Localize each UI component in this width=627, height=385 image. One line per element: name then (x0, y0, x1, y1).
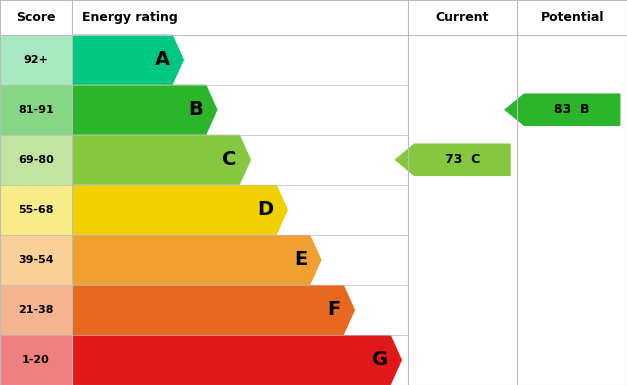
Polygon shape (0, 85, 72, 135)
Polygon shape (72, 135, 251, 185)
Text: 83  B: 83 B (554, 103, 590, 116)
Text: Energy rating: Energy rating (82, 11, 177, 24)
Polygon shape (72, 185, 288, 235)
Text: 39-54: 39-54 (18, 255, 54, 265)
Text: F: F (327, 300, 340, 320)
Polygon shape (0, 235, 72, 285)
Text: G: G (372, 350, 387, 370)
Polygon shape (0, 35, 72, 85)
Text: 21-38: 21-38 (18, 305, 54, 315)
Text: D: D (258, 200, 273, 219)
Text: C: C (223, 150, 237, 169)
Text: Score: Score (16, 11, 56, 24)
Polygon shape (0, 185, 72, 235)
Polygon shape (72, 35, 184, 85)
Text: 92+: 92+ (24, 55, 48, 65)
Text: B: B (188, 100, 203, 119)
Text: 73  C: 73 C (445, 153, 480, 166)
Polygon shape (72, 285, 355, 335)
Polygon shape (0, 335, 72, 385)
Text: 81-91: 81-91 (18, 105, 54, 115)
Text: 1-20: 1-20 (22, 355, 50, 365)
Text: 55-68: 55-68 (18, 205, 54, 215)
Polygon shape (72, 85, 218, 135)
Polygon shape (0, 135, 72, 185)
Text: E: E (294, 250, 307, 270)
Text: Current: Current (436, 11, 489, 24)
Polygon shape (504, 94, 621, 126)
Polygon shape (72, 335, 402, 385)
Polygon shape (72, 235, 322, 285)
Text: 69-80: 69-80 (18, 155, 54, 165)
Text: A: A (154, 50, 169, 69)
Text: Potential: Potential (540, 11, 604, 24)
Polygon shape (394, 144, 510, 176)
Polygon shape (0, 285, 72, 335)
